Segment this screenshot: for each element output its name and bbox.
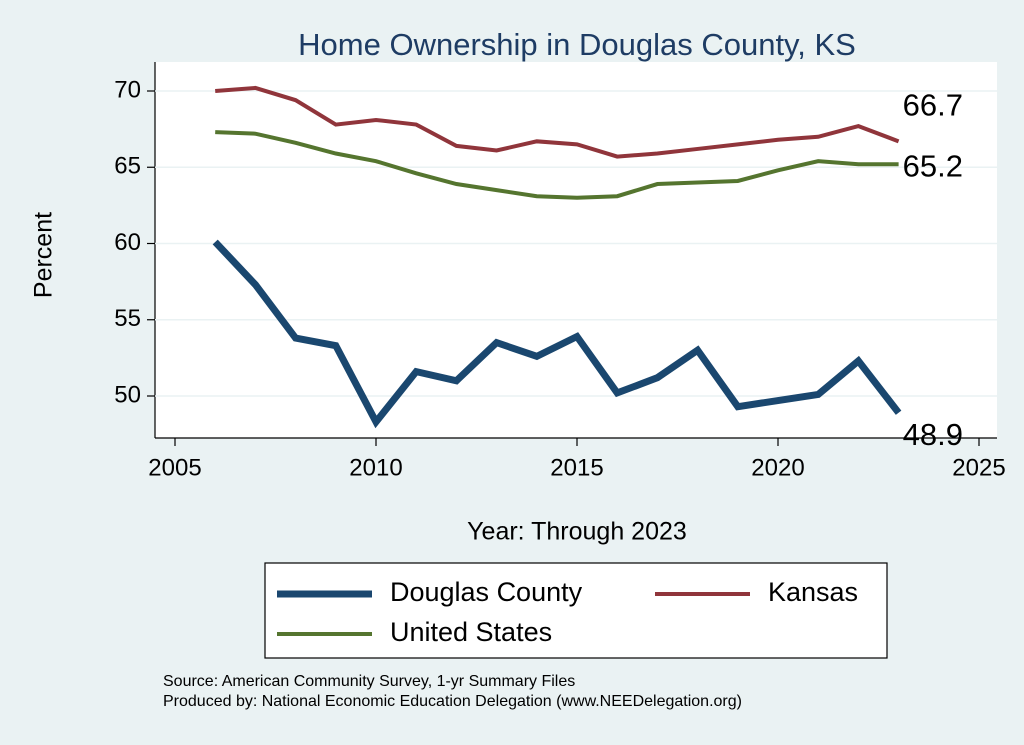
x-tick-label: 2005: [148, 454, 201, 481]
legend-label: Douglas County: [390, 577, 583, 607]
legend: [264, 562, 888, 659]
x-tick-label: 2025: [952, 454, 1005, 481]
y-axis-title: Percent: [30, 212, 58, 298]
x-tick-label: 2010: [349, 454, 402, 481]
y-tick-label: 55: [114, 305, 141, 332]
legend-label: United States: [390, 617, 552, 647]
x-axis-title: Year: Through 2023: [467, 518, 687, 546]
producer-note: Produced by: National Economic Education…: [163, 693, 742, 710]
value-label: 65.2: [903, 148, 963, 183]
y-tick-label: 60: [114, 229, 141, 256]
chart-title: Home Ownership in Douglas County, KS: [298, 27, 856, 62]
series-line: [215, 85, 900, 159]
y-tick-label: 65: [114, 153, 141, 180]
legend-label: Kansas: [768, 577, 858, 607]
x-tick-label: 2020: [751, 454, 804, 481]
series-line: [215, 130, 899, 200]
y-tick-label: 50: [114, 381, 141, 408]
value-label: 66.7: [903, 88, 963, 123]
series-line: [212, 239, 902, 429]
x-tick-label: 2015: [550, 454, 603, 481]
value-label: 48.9: [903, 417, 963, 452]
y-tick-label: 70: [114, 76, 141, 103]
source-note: Source: American Community Survey, 1-yr …: [163, 673, 575, 690]
